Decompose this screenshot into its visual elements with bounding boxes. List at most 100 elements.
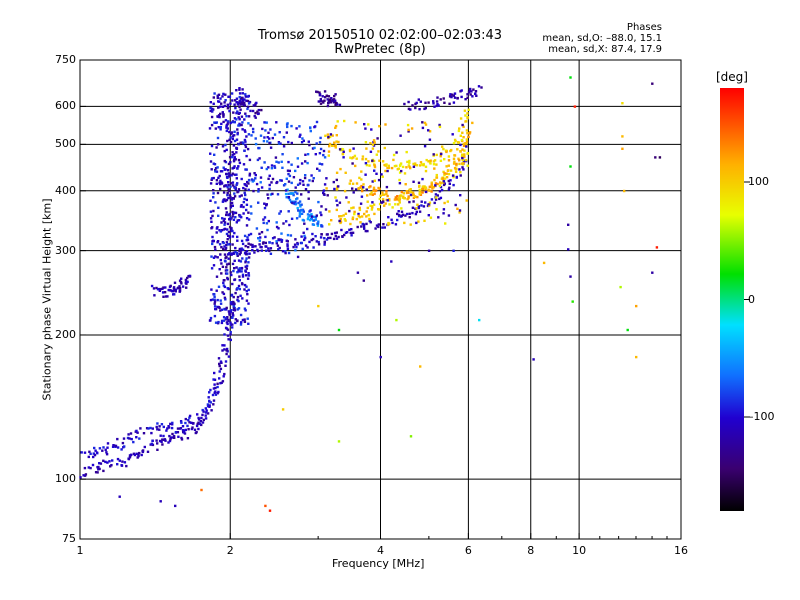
data-point bbox=[250, 134, 253, 137]
data-point bbox=[233, 259, 236, 262]
data-point bbox=[366, 200, 369, 203]
data-point bbox=[399, 162, 403, 165]
data-point bbox=[365, 147, 368, 150]
data-point bbox=[438, 197, 441, 201]
data-point bbox=[249, 232, 253, 236]
data-point bbox=[296, 183, 300, 186]
data-point bbox=[320, 163, 324, 166]
data-point bbox=[186, 424, 189, 428]
data-point bbox=[413, 195, 417, 198]
isolated-point bbox=[658, 156, 662, 159]
data-point bbox=[381, 175, 384, 178]
data-point bbox=[256, 112, 260, 116]
data-point bbox=[439, 155, 442, 158]
data-point bbox=[254, 142, 258, 146]
data-point bbox=[222, 292, 226, 296]
data-point bbox=[255, 227, 259, 230]
data-point bbox=[464, 142, 467, 145]
data-point bbox=[230, 309, 233, 312]
data-point bbox=[216, 191, 220, 195]
data-point bbox=[443, 101, 446, 104]
data-point bbox=[262, 218, 265, 221]
data-point bbox=[331, 99, 334, 102]
data-point bbox=[269, 128, 272, 131]
data-point bbox=[373, 164, 376, 167]
data-point bbox=[227, 262, 230, 265]
data-point bbox=[213, 371, 216, 375]
data-point bbox=[285, 196, 288, 199]
data-point bbox=[241, 101, 244, 104]
data-point bbox=[323, 156, 327, 159]
data-point bbox=[244, 130, 247, 133]
data-point bbox=[241, 96, 244, 100]
data-point bbox=[247, 102, 251, 105]
data-point bbox=[240, 266, 244, 270]
data-point bbox=[248, 252, 251, 255]
data-point bbox=[360, 170, 363, 173]
data-point bbox=[267, 131, 270, 134]
data-point bbox=[325, 187, 328, 190]
data-point bbox=[106, 446, 109, 449]
data-point bbox=[370, 128, 373, 131]
data-point bbox=[265, 167, 268, 171]
data-point bbox=[93, 453, 97, 457]
data-point bbox=[237, 188, 241, 191]
data-point bbox=[233, 302, 236, 305]
data-point bbox=[233, 211, 236, 214]
data-point bbox=[312, 177, 315, 180]
data-point bbox=[408, 165, 411, 168]
data-point bbox=[213, 245, 217, 249]
data-point bbox=[433, 178, 436, 182]
data-point bbox=[213, 298, 216, 301]
data-point bbox=[317, 243, 321, 246]
data-point bbox=[409, 188, 412, 191]
data-point bbox=[323, 243, 326, 246]
data-point bbox=[462, 125, 465, 128]
data-point bbox=[260, 166, 263, 169]
data-point bbox=[231, 326, 234, 329]
data-point bbox=[424, 190, 428, 193]
data-point bbox=[302, 210, 305, 213]
data-point bbox=[89, 452, 92, 455]
data-point bbox=[315, 120, 319, 124]
data-point bbox=[220, 122, 223, 126]
data-point bbox=[217, 176, 220, 179]
data-point bbox=[289, 192, 292, 195]
data-point bbox=[280, 232, 283, 235]
data-point bbox=[336, 204, 339, 207]
data-point bbox=[83, 474, 87, 477]
data-point bbox=[227, 162, 231, 166]
data-point bbox=[424, 169, 428, 173]
data-point bbox=[331, 144, 334, 147]
data-point bbox=[362, 183, 365, 186]
data-point bbox=[368, 219, 371, 223]
data-point bbox=[239, 323, 243, 326]
data-point bbox=[370, 191, 373, 194]
data-point bbox=[188, 274, 192, 278]
data-point bbox=[246, 317, 249, 320]
data-point bbox=[442, 180, 446, 183]
data-point bbox=[308, 179, 311, 182]
data-point bbox=[372, 159, 376, 163]
data-point bbox=[229, 301, 233, 304]
data-point bbox=[224, 248, 227, 251]
data-point bbox=[216, 240, 220, 243]
data-point bbox=[421, 185, 424, 188]
data-point bbox=[126, 436, 130, 440]
data-point bbox=[216, 256, 219, 259]
data-point bbox=[417, 206, 421, 210]
data-point bbox=[229, 323, 232, 326]
data-point bbox=[285, 177, 288, 180]
data-point bbox=[275, 121, 278, 124]
data-point bbox=[239, 108, 242, 111]
data-point bbox=[240, 194, 243, 197]
data-point bbox=[242, 205, 245, 209]
data-point bbox=[296, 206, 299, 210]
data-point bbox=[177, 435, 180, 438]
isolated-point bbox=[651, 82, 654, 85]
data-point bbox=[236, 128, 239, 131]
data-point bbox=[237, 284, 241, 288]
data-point bbox=[98, 467, 101, 471]
data-point bbox=[183, 432, 187, 435]
data-point bbox=[299, 205, 302, 208]
